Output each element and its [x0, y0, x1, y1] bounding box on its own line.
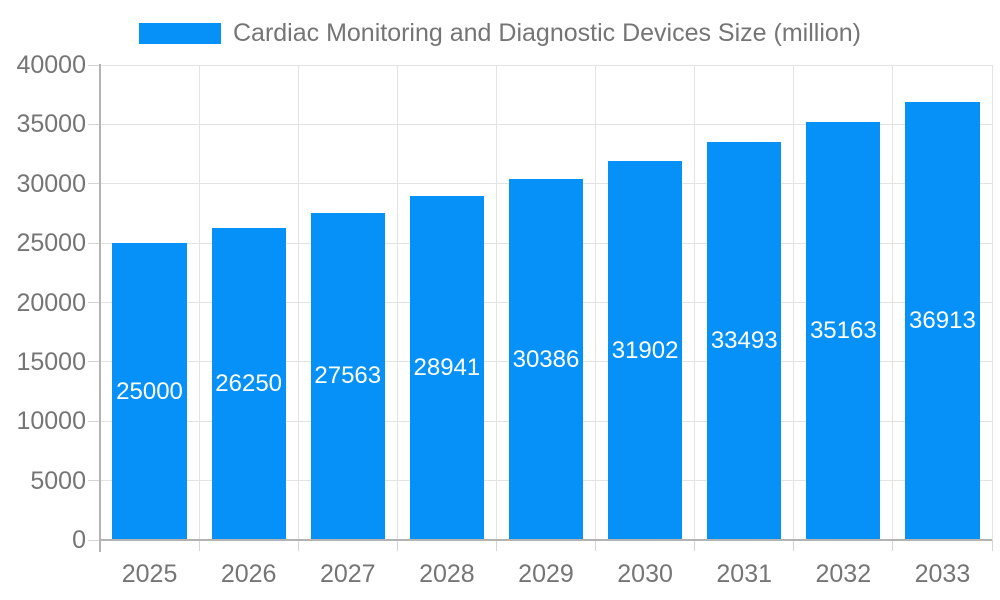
- y-gridline: [100, 64, 992, 66]
- y-axis-label: 15000: [16, 347, 86, 376]
- bar-2029: [508, 179, 584, 540]
- x-axis-tick: [495, 540, 497, 551]
- x-axis-line: [100, 539, 992, 541]
- bar-2028: [409, 196, 485, 540]
- x-axis-label: 2028: [419, 560, 475, 588]
- bar-2031: [707, 142, 782, 540]
- y-axis-line: [99, 64, 101, 552]
- bar-2027: [310, 212, 385, 540]
- y-axis-label: 40000: [16, 51, 86, 79]
- v-gridline: [495, 65, 497, 540]
- v-gridline: [892, 65, 894, 540]
- x-axis-tick: [892, 540, 894, 551]
- v-gridline: [297, 65, 299, 540]
- x-axis-label: 2026: [220, 560, 277, 588]
- legend-swatch: [138, 22, 221, 44]
- bar-value-label: 25000: [116, 377, 183, 405]
- v-gridline: [396, 65, 398, 540]
- bar-value-label: 33493: [710, 327, 778, 355]
- v-gridline: [991, 65, 993, 540]
- bar-2033: [905, 101, 980, 540]
- y-axis-label: 0: [72, 526, 86, 554]
- x-axis-label: 2027: [319, 560, 376, 588]
- x-axis-tick: [396, 540, 398, 551]
- y-axis-tick: [88, 420, 100, 422]
- x-axis-label: 2032: [815, 560, 872, 588]
- bar-value-label: 30386: [512, 345, 580, 373]
- y-axis-tick: [88, 302, 100, 303]
- bar-value-label: 27563: [314, 362, 382, 390]
- x-axis-tick: [595, 540, 597, 551]
- chart-legend: Cardiac Monitoring and Diagnostic Device…: [0, 17, 1000, 49]
- bar-2030: [607, 161, 683, 540]
- y-axis-tick: [88, 242, 100, 244]
- y-axis-tick: [88, 539, 100, 541]
- x-axis-label: 2029: [518, 560, 574, 588]
- x-axis-label: 2025: [121, 560, 178, 588]
- y-axis-label: 20000: [16, 288, 86, 317]
- v-gridline: [793, 65, 795, 540]
- y-axis-tick: [88, 480, 100, 482]
- x-axis-label: 2031: [716, 560, 773, 588]
- bar-2026: [211, 228, 286, 540]
- y-axis-tick: [88, 64, 100, 66]
- y-axis-tick: [88, 361, 100, 363]
- v-gridline: [595, 65, 597, 540]
- v-gridline: [694, 65, 696, 540]
- x-axis-tick: [297, 540, 299, 551]
- v-gridline: [198, 65, 200, 540]
- y-axis-tick: [88, 183, 100, 185]
- bar-value-label: 36913: [909, 306, 976, 334]
- bar-value-label: 35163: [809, 317, 877, 345]
- bar-2032: [806, 122, 881, 540]
- bar-value-label: 28941: [413, 354, 481, 382]
- x-axis-label: 2030: [617, 560, 673, 588]
- x-axis-tick: [694, 540, 696, 551]
- y-gridline: [100, 123, 992, 125]
- x-axis-tick: [991, 540, 993, 551]
- bar-value-label: 26250: [215, 370, 283, 398]
- y-axis-label: 30000: [16, 169, 86, 198]
- y-axis-label: 25000: [16, 229, 86, 258]
- x-axis-tick: [793, 540, 795, 551]
- x-axis-label: 2033: [914, 560, 971, 588]
- legend-label: Cardiac Monitoring and Diagnostic Device…: [232, 18, 862, 47]
- bar-value-label: 31902: [611, 336, 679, 364]
- y-axis-label: 10000: [16, 407, 86, 436]
- y-axis-label: 35000: [16, 110, 86, 139]
- bar-2025: [112, 243, 187, 540]
- x-axis-tick: [198, 540, 200, 551]
- y-axis-label: 5000: [30, 466, 86, 495]
- y-axis-tick: [88, 123, 100, 125]
